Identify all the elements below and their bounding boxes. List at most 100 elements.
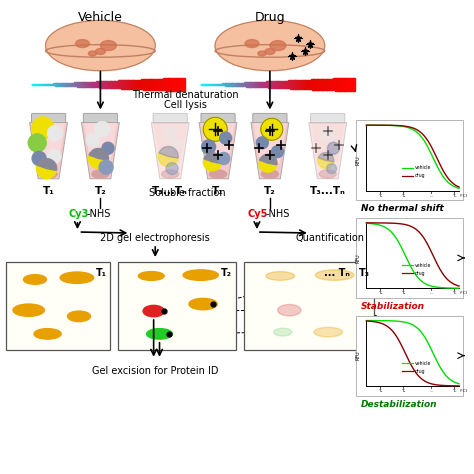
Bar (297, 80, 298, 89)
Bar (356, 316, 463, 395)
Bar (166, 78, 167, 91)
Bar (170, 78, 171, 91)
Bar (329, 79, 330, 90)
Text: -NHS: -NHS (266, 209, 290, 219)
Bar (118, 81, 119, 89)
Ellipse shape (13, 304, 45, 316)
Bar (56, 83, 58, 86)
Bar (312, 79, 314, 90)
Bar (264, 82, 266, 87)
Bar (253, 82, 255, 87)
Bar (352, 78, 354, 91)
Ellipse shape (67, 311, 91, 321)
Bar (317, 79, 319, 90)
Circle shape (321, 128, 335, 142)
Bar (222, 83, 223, 85)
Bar (91, 82, 92, 87)
Bar (92, 82, 94, 87)
Bar (153, 79, 155, 90)
Ellipse shape (270, 41, 286, 51)
Bar (228, 83, 230, 86)
Ellipse shape (60, 272, 94, 283)
Text: ... Tₙ: ... Tₙ (324, 268, 350, 278)
Bar (284, 81, 285, 88)
Ellipse shape (95, 48, 105, 55)
Bar (179, 78, 180, 91)
Bar (279, 81, 280, 88)
Bar (223, 83, 225, 85)
Bar (96, 82, 98, 87)
Ellipse shape (34, 328, 61, 339)
Bar (326, 79, 328, 90)
Bar (230, 83, 231, 86)
Bar (225, 83, 226, 85)
Text: T₂: T₂ (401, 389, 406, 393)
Bar (212, 84, 213, 85)
Bar (255, 82, 257, 87)
Bar (64, 83, 65, 86)
Polygon shape (151, 122, 189, 179)
Text: Gel excision for Protein ID: Gel excision for Protein ID (92, 365, 219, 375)
Bar (346, 78, 347, 91)
Bar (81, 82, 82, 87)
Polygon shape (251, 122, 289, 179)
Bar (306, 80, 307, 89)
Bar (109, 81, 110, 88)
Text: Vehicle: Vehicle (78, 11, 123, 24)
Bar (246, 82, 248, 87)
Ellipse shape (75, 40, 90, 47)
Text: (°C): (°C) (460, 193, 468, 198)
Bar (105, 81, 107, 88)
Wedge shape (319, 153, 334, 162)
Text: No thermal shift: No thermal shift (361, 204, 444, 213)
Text: Quantification: Quantification (295, 233, 364, 243)
Text: Cy3: Cy3 (69, 209, 89, 219)
Text: vehicle: vehicle (415, 361, 431, 365)
Bar (135, 80, 137, 89)
Bar (180, 78, 182, 91)
Bar (177, 78, 179, 91)
Bar (123, 80, 125, 89)
Bar (239, 82, 240, 86)
Bar (112, 81, 113, 88)
Bar (148, 79, 149, 90)
Bar (289, 81, 291, 89)
Wedge shape (203, 159, 221, 171)
Bar (85, 82, 86, 87)
Wedge shape (260, 154, 277, 165)
Bar (262, 82, 264, 87)
Bar (226, 83, 228, 86)
Polygon shape (32, 123, 65, 163)
Bar (161, 79, 162, 91)
Text: T₃: T₃ (359, 268, 370, 278)
Bar (349, 78, 351, 91)
Bar (240, 82, 242, 86)
Bar (42, 84, 44, 85)
Text: drug: drug (415, 173, 425, 178)
Bar (254, 82, 255, 87)
Text: T₁: T₁ (378, 193, 383, 198)
Bar (217, 84, 219, 85)
Text: RFU: RFU (355, 253, 360, 263)
Bar (181, 78, 183, 91)
Bar (241, 82, 243, 86)
Circle shape (261, 118, 283, 140)
FancyBboxPatch shape (31, 113, 66, 124)
Bar (51, 83, 53, 85)
Text: T₁: T₁ (43, 186, 55, 196)
Circle shape (47, 149, 61, 164)
Bar (55, 83, 56, 85)
Bar (307, 80, 309, 89)
Polygon shape (311, 123, 345, 163)
Polygon shape (82, 122, 119, 179)
Bar (209, 84, 210, 85)
Bar (60, 83, 62, 86)
Ellipse shape (162, 170, 179, 178)
Text: ...: ... (429, 193, 433, 198)
Bar (130, 80, 131, 89)
Bar (118, 262, 236, 350)
Bar (348, 78, 350, 91)
Bar (235, 83, 237, 86)
Bar (107, 81, 108, 88)
Bar (53, 83, 54, 85)
